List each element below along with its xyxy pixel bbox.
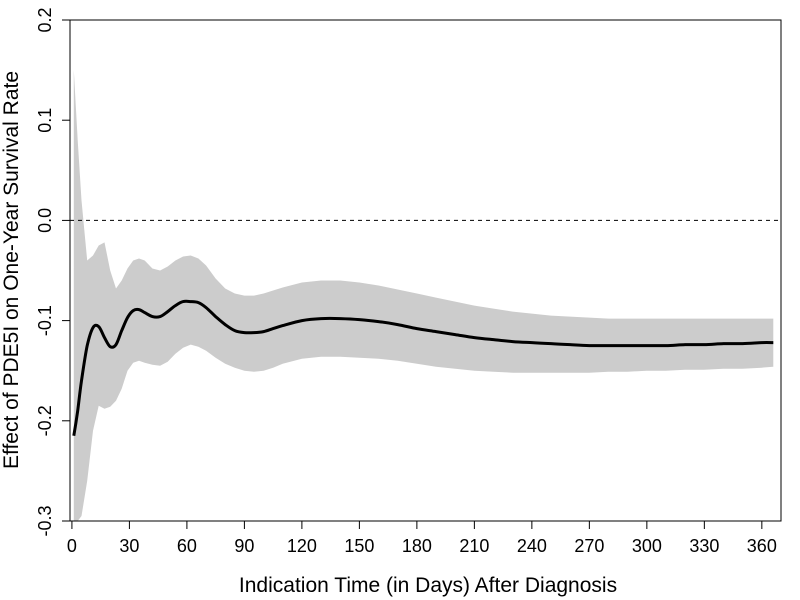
x-tick-label: 0 [67,536,77,556]
axes-layer [69,19,782,522]
confidence-band-area [73,70,774,521]
x-tick-label: 150 [344,536,374,556]
x-axis-label: Indication Time (in Days) After Diagnosi… [239,574,617,597]
effect-estimate-line [72,299,774,437]
x-tick-label: 210 [459,536,489,556]
x-tick-label: 270 [574,536,604,556]
x-tick-label: 360 [747,536,777,556]
y-tick-label: 0.2 [35,7,55,32]
x-tick-label: 180 [402,536,432,556]
x-tick-label: 60 [177,536,197,556]
x-tick-label: 300 [632,536,662,556]
x-tick-label: 90 [234,536,254,556]
y-tick-label: -0.1 [35,305,55,336]
y-tick-label: 0.1 [35,108,55,133]
estimate-line-layer [72,299,774,437]
x-tick-label: 330 [689,536,719,556]
x-tick-label: 120 [287,536,317,556]
y-tick-label: 0.0 [35,208,55,233]
x-tick-label: 240 [517,536,547,556]
x-axis-ticks: 0 30 60 90 120 150 180 210 240 270 300 330 360 [67,521,777,556]
confidence-band-layer [73,70,774,521]
y-axis-label: Effect of PDE5I on One-Year Survival Rat… [0,71,23,469]
y-axis-ticks: -0.3 -0.2 -0.1 0.0 0.1 0.2 [35,7,70,537]
y-tick-label: -0.3 [35,505,55,536]
x-tick-label: 30 [119,536,139,556]
y-tick-label: -0.2 [35,405,55,436]
plot-frame [69,19,782,522]
